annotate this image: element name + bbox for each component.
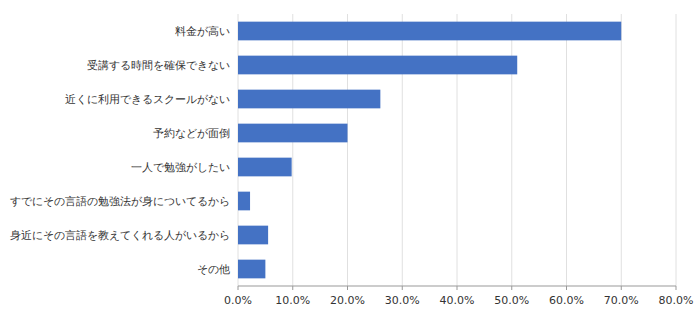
bar: [238, 90, 380, 109]
category-label: 近くに利用できるスクールがない: [65, 93, 230, 106]
category-label: 一人で勉強がしたい: [131, 161, 230, 174]
tick-label: 80.0%: [659, 294, 694, 307]
x-axis: 0.0% 10.0% 20.0% 30.0% 40.0% 50.0% 60.0% 70.0% 8…: [224, 286, 693, 307]
grid-line: [511, 14, 512, 286]
tick-label: 70.0%: [604, 294, 639, 307]
grid-line: [676, 14, 677, 286]
tick-mark: [676, 286, 677, 290]
grid-line: [292, 14, 293, 286]
tick-mark: [566, 286, 567, 290]
bar: [238, 158, 292, 177]
category-label: すでにその言語の勉強法が身についてるから: [10, 195, 230, 208]
tick-mark: [402, 286, 403, 290]
tick-label: 20.0%: [330, 294, 365, 307]
grid-line: [402, 14, 403, 286]
tick-mark: [457, 286, 458, 290]
category-label: 身近にその言語を教えてくれる人がいるから: [10, 229, 230, 242]
grid-line: [566, 14, 567, 286]
chart: 0.0% 10.0% 20.0% 30.0% 40.0% 50.0% 60.0% 70.0% 8…: [0, 0, 700, 320]
bar: [238, 260, 265, 279]
category-label: 予約などが面倒: [153, 127, 230, 140]
category-label: 受講する時間を確保できない: [87, 59, 230, 72]
tick-mark: [621, 286, 622, 290]
bar: [238, 22, 621, 41]
bar: [238, 192, 250, 211]
grid: [238, 14, 676, 286]
category-label: その他: [197, 263, 230, 276]
x-axis-line: [238, 286, 676, 287]
tick-mark: [238, 286, 239, 290]
tick-label: 30.0%: [385, 294, 420, 307]
bar: [238, 124, 348, 143]
tick-mark: [511, 286, 512, 290]
grid-line: [621, 14, 622, 286]
grid-line: [457, 14, 458, 286]
tick-mark: [292, 286, 293, 290]
tick-label: 50.0%: [494, 294, 529, 307]
tick-mark: [347, 286, 348, 290]
bar: [238, 56, 517, 75]
grid-line: [238, 14, 239, 286]
tick-label: 60.0%: [549, 294, 584, 307]
bar: [238, 226, 268, 245]
category-label: 料金が高い: [175, 25, 230, 38]
tick-label: 0.0%: [224, 294, 252, 307]
grid-line: [347, 14, 348, 286]
tick-label: 40.0%: [440, 294, 475, 307]
tick-label: 10.0%: [275, 294, 310, 307]
y-axis-labels: その他 身近にその言語を教えてくれる人がいるからすでにその言語の勉強法が身について…: [10, 25, 230, 276]
bars: [238, 22, 621, 279]
